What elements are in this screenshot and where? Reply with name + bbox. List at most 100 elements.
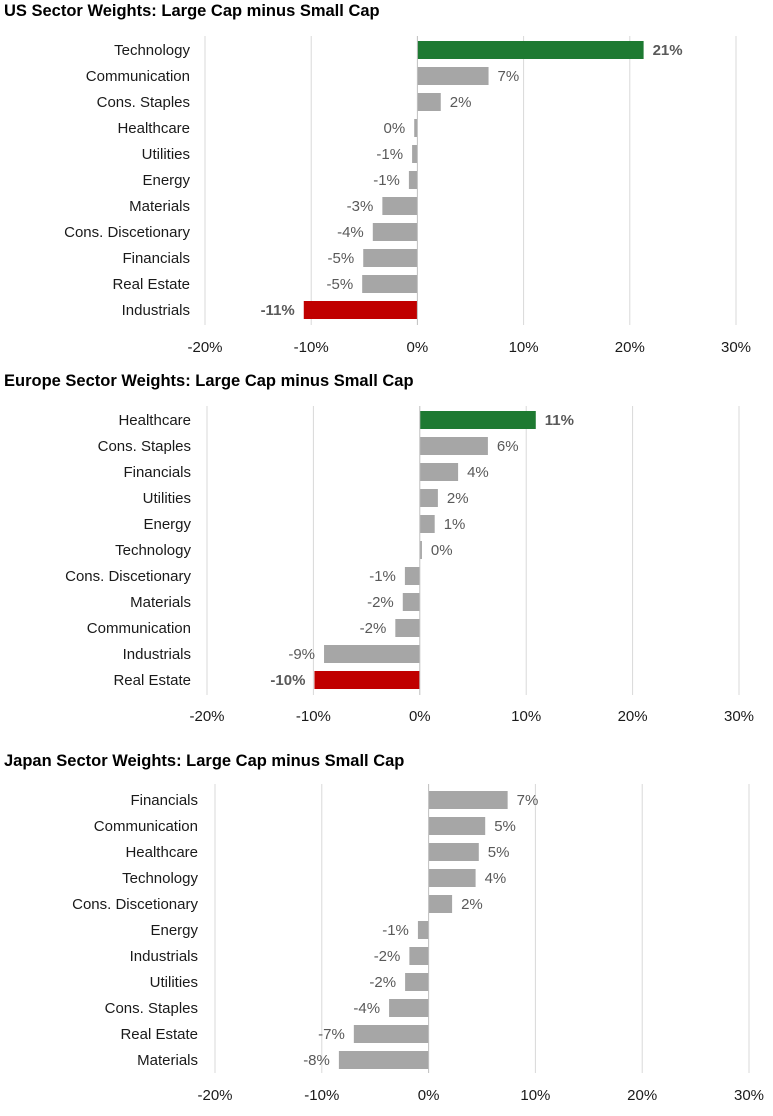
data-label: 6% [497, 438, 519, 455]
bar-energy [417, 921, 429, 939]
bar-cons-discetionary [404, 567, 420, 585]
category-label: Financials [130, 792, 198, 809]
tick-label: 20% [618, 708, 648, 725]
category-label: Healthcare [118, 412, 191, 429]
bar-financials [363, 249, 418, 267]
bar-energy [419, 515, 435, 533]
tick-label: 30% [724, 708, 754, 725]
chart-title: Japan Sector Weights: Large Cap minus Sm… [4, 752, 405, 770]
category-label: Industrials [130, 948, 198, 965]
bar-communication [395, 619, 420, 637]
bar-cons-staples [417, 93, 441, 111]
bar-technology [417, 41, 644, 59]
data-label: -4% [353, 1000, 380, 1017]
category-label: Technology [114, 42, 190, 59]
bar-cons-staples [389, 999, 429, 1017]
category-label: Communication [86, 68, 190, 85]
data-label: -1% [369, 568, 396, 585]
tick-label: 30% [721, 339, 751, 356]
bar-utilities [419, 489, 438, 507]
europe-sector-chart: Europe Sector Weights: Large Cap minus S… [0, 370, 773, 746]
category-label: Energy [142, 172, 190, 189]
bar-technology [428, 869, 476, 887]
data-label: 2% [461, 896, 483, 913]
data-label: 4% [467, 464, 489, 481]
tick-label: 30% [734, 1087, 764, 1104]
data-label: -2% [367, 594, 394, 611]
data-label: 7% [498, 68, 520, 85]
category-label: Materials [137, 1052, 198, 1069]
bar-healthcare [428, 843, 479, 861]
data-label: 11% [545, 412, 574, 429]
category-label: Utilities [150, 974, 198, 991]
data-label: -8% [303, 1052, 330, 1069]
category-label: Utilities [143, 490, 191, 507]
category-label: Communication [94, 818, 198, 835]
data-label: 5% [488, 844, 510, 861]
bar-energy [408, 171, 418, 189]
bar-healthcare [419, 411, 536, 429]
tick-label: 10% [520, 1087, 550, 1104]
category-label: Real Estate [120, 1026, 198, 1043]
bar-utilities [405, 973, 429, 991]
japan-chart-plot: Financials 7% Communication 5% Healthcare 5% T… [72, 784, 764, 1104]
category-label: Technology [122, 870, 198, 887]
bar-cons-discetionary [428, 895, 453, 913]
data-label: -5% [326, 276, 353, 293]
data-label: -2% [369, 974, 396, 991]
category-label: Communication [87, 620, 191, 637]
category-label: Real Estate [113, 672, 191, 689]
bar-communication [417, 67, 489, 85]
chart-title: US Sector Weights: Large Cap minus Small… [4, 2, 380, 20]
category-label: Energy [150, 922, 198, 939]
category-label: Industrials [122, 302, 190, 319]
category-label: Energy [143, 516, 191, 533]
category-label: Cons. Staples [98, 438, 191, 455]
data-label: 7% [517, 792, 539, 809]
bar-technology [419, 541, 422, 559]
tick-label: 0% [407, 339, 429, 356]
data-label: 2% [450, 94, 472, 111]
data-label: 5% [494, 818, 516, 835]
tick-label: -10% [296, 708, 331, 725]
data-label: -1% [376, 146, 403, 163]
category-label: Utilities [142, 146, 190, 163]
category-label: Industrials [123, 646, 191, 663]
us-sector-chart: US Sector Weights: Large Cap minus Small… [0, 0, 773, 370]
category-label: Healthcare [117, 120, 190, 137]
tick-label: 0% [418, 1087, 440, 1104]
data-label: -1% [382, 922, 409, 939]
data-label: -10% [270, 672, 305, 689]
tick-label: -20% [187, 339, 222, 356]
data-label: -3% [347, 198, 374, 215]
data-label: -9% [288, 646, 315, 663]
europe-chart-plot: Healthcare 11% Cons. Staples 6% Financials 4%… [65, 406, 754, 725]
category-label: Cons. Staples [105, 1000, 198, 1017]
category-label: Cons. Discetionary [72, 896, 198, 913]
data-label: -11% [261, 302, 295, 319]
bar-real-estate [314, 671, 420, 689]
data-label: 0% [431, 542, 453, 559]
category-label: Materials [129, 198, 190, 215]
bar-cons-discetionary [372, 223, 418, 241]
data-label: 1% [444, 516, 466, 533]
data-label: -1% [373, 172, 400, 189]
bar-financials [419, 463, 459, 481]
bar-materials [338, 1051, 429, 1069]
tick-label: 20% [627, 1087, 657, 1104]
category-label: Materials [130, 594, 191, 611]
bar-utilities [412, 145, 418, 163]
data-label: -2% [374, 948, 401, 965]
tick-label: -10% [304, 1087, 339, 1104]
data-label: 2% [447, 490, 469, 507]
category-label: Technology [115, 542, 191, 559]
tick-label: 10% [509, 339, 539, 356]
bar-real-estate [362, 275, 418, 293]
data-label: -2% [360, 620, 387, 637]
bar-communication [428, 817, 486, 835]
category-label: Cons. Discetionary [64, 224, 190, 241]
bar-materials [382, 197, 418, 215]
bar-cons-staples [419, 437, 488, 455]
bar-industrials [303, 301, 418, 319]
tick-label: -20% [189, 708, 224, 725]
